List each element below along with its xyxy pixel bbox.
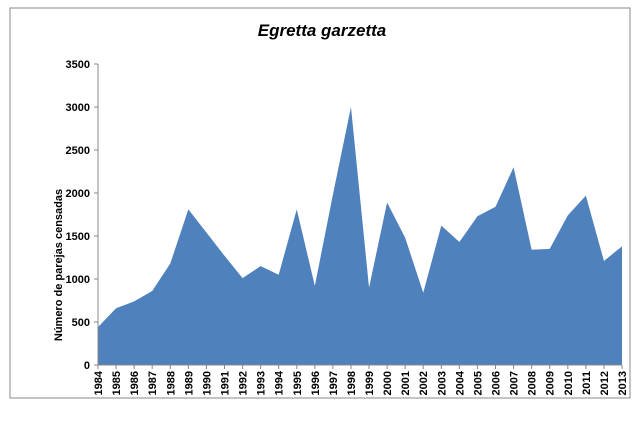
x-tick-label: 2002 [418,371,430,395]
x-tick-label: 1993 [256,371,268,395]
x-tick-label: 1990 [201,371,213,395]
x-tick-label: 1988 [165,371,177,395]
x-tick-label: 1984 [93,370,105,395]
x-tick-label: 1997 [328,371,340,395]
x-tick-label: 1986 [129,371,141,395]
x-tick-label: 2007 [509,371,521,395]
x-tick-label: 1995 [292,371,304,395]
y-tick-label: 1500 [66,231,90,243]
chart-title: Egretta garzetta [258,21,386,40]
x-tick-label: 2010 [563,371,575,395]
x-tick-label: 2008 [527,371,539,395]
y-tick-label: 2000 [66,188,90,200]
x-tick-label: 1991 [219,371,231,395]
y-tick-label: 2500 [66,145,90,157]
x-tick-label: 2011 [581,371,593,395]
x-tick-label: 1985 [111,371,123,395]
y-tick-label: 500 [72,317,90,329]
x-tick-label: 2013 [617,371,629,395]
x-tick-label: 2003 [436,371,448,395]
x-tick-label: 2006 [491,371,503,395]
x-tick-label: 2005 [472,371,484,395]
x-tick-label: 1999 [364,371,376,395]
area [98,107,622,365]
y-axis-label: Número de parejas censadas [53,189,65,341]
y-tick-label: 0 [84,360,90,372]
x-tick-label: 1998 [346,371,358,395]
x-tick-label: 2001 [400,371,412,395]
x-tick-label: 1992 [238,371,250,395]
x-tick-label: 1994 [274,370,286,395]
x-tick-label: 2000 [382,371,394,395]
y-tick-label: 1000 [66,274,90,286]
x-tick-label: 2012 [599,371,611,395]
x-tick-label: 1989 [183,371,195,395]
x-tick-label: 1987 [147,371,159,395]
x-tick-label: 2009 [545,371,557,395]
x-tick-label: 2004 [454,370,466,395]
x-tick-label: 1996 [310,371,322,395]
y-tick-label: 3000 [66,102,90,114]
y-tick-label: 3500 [66,59,90,71]
